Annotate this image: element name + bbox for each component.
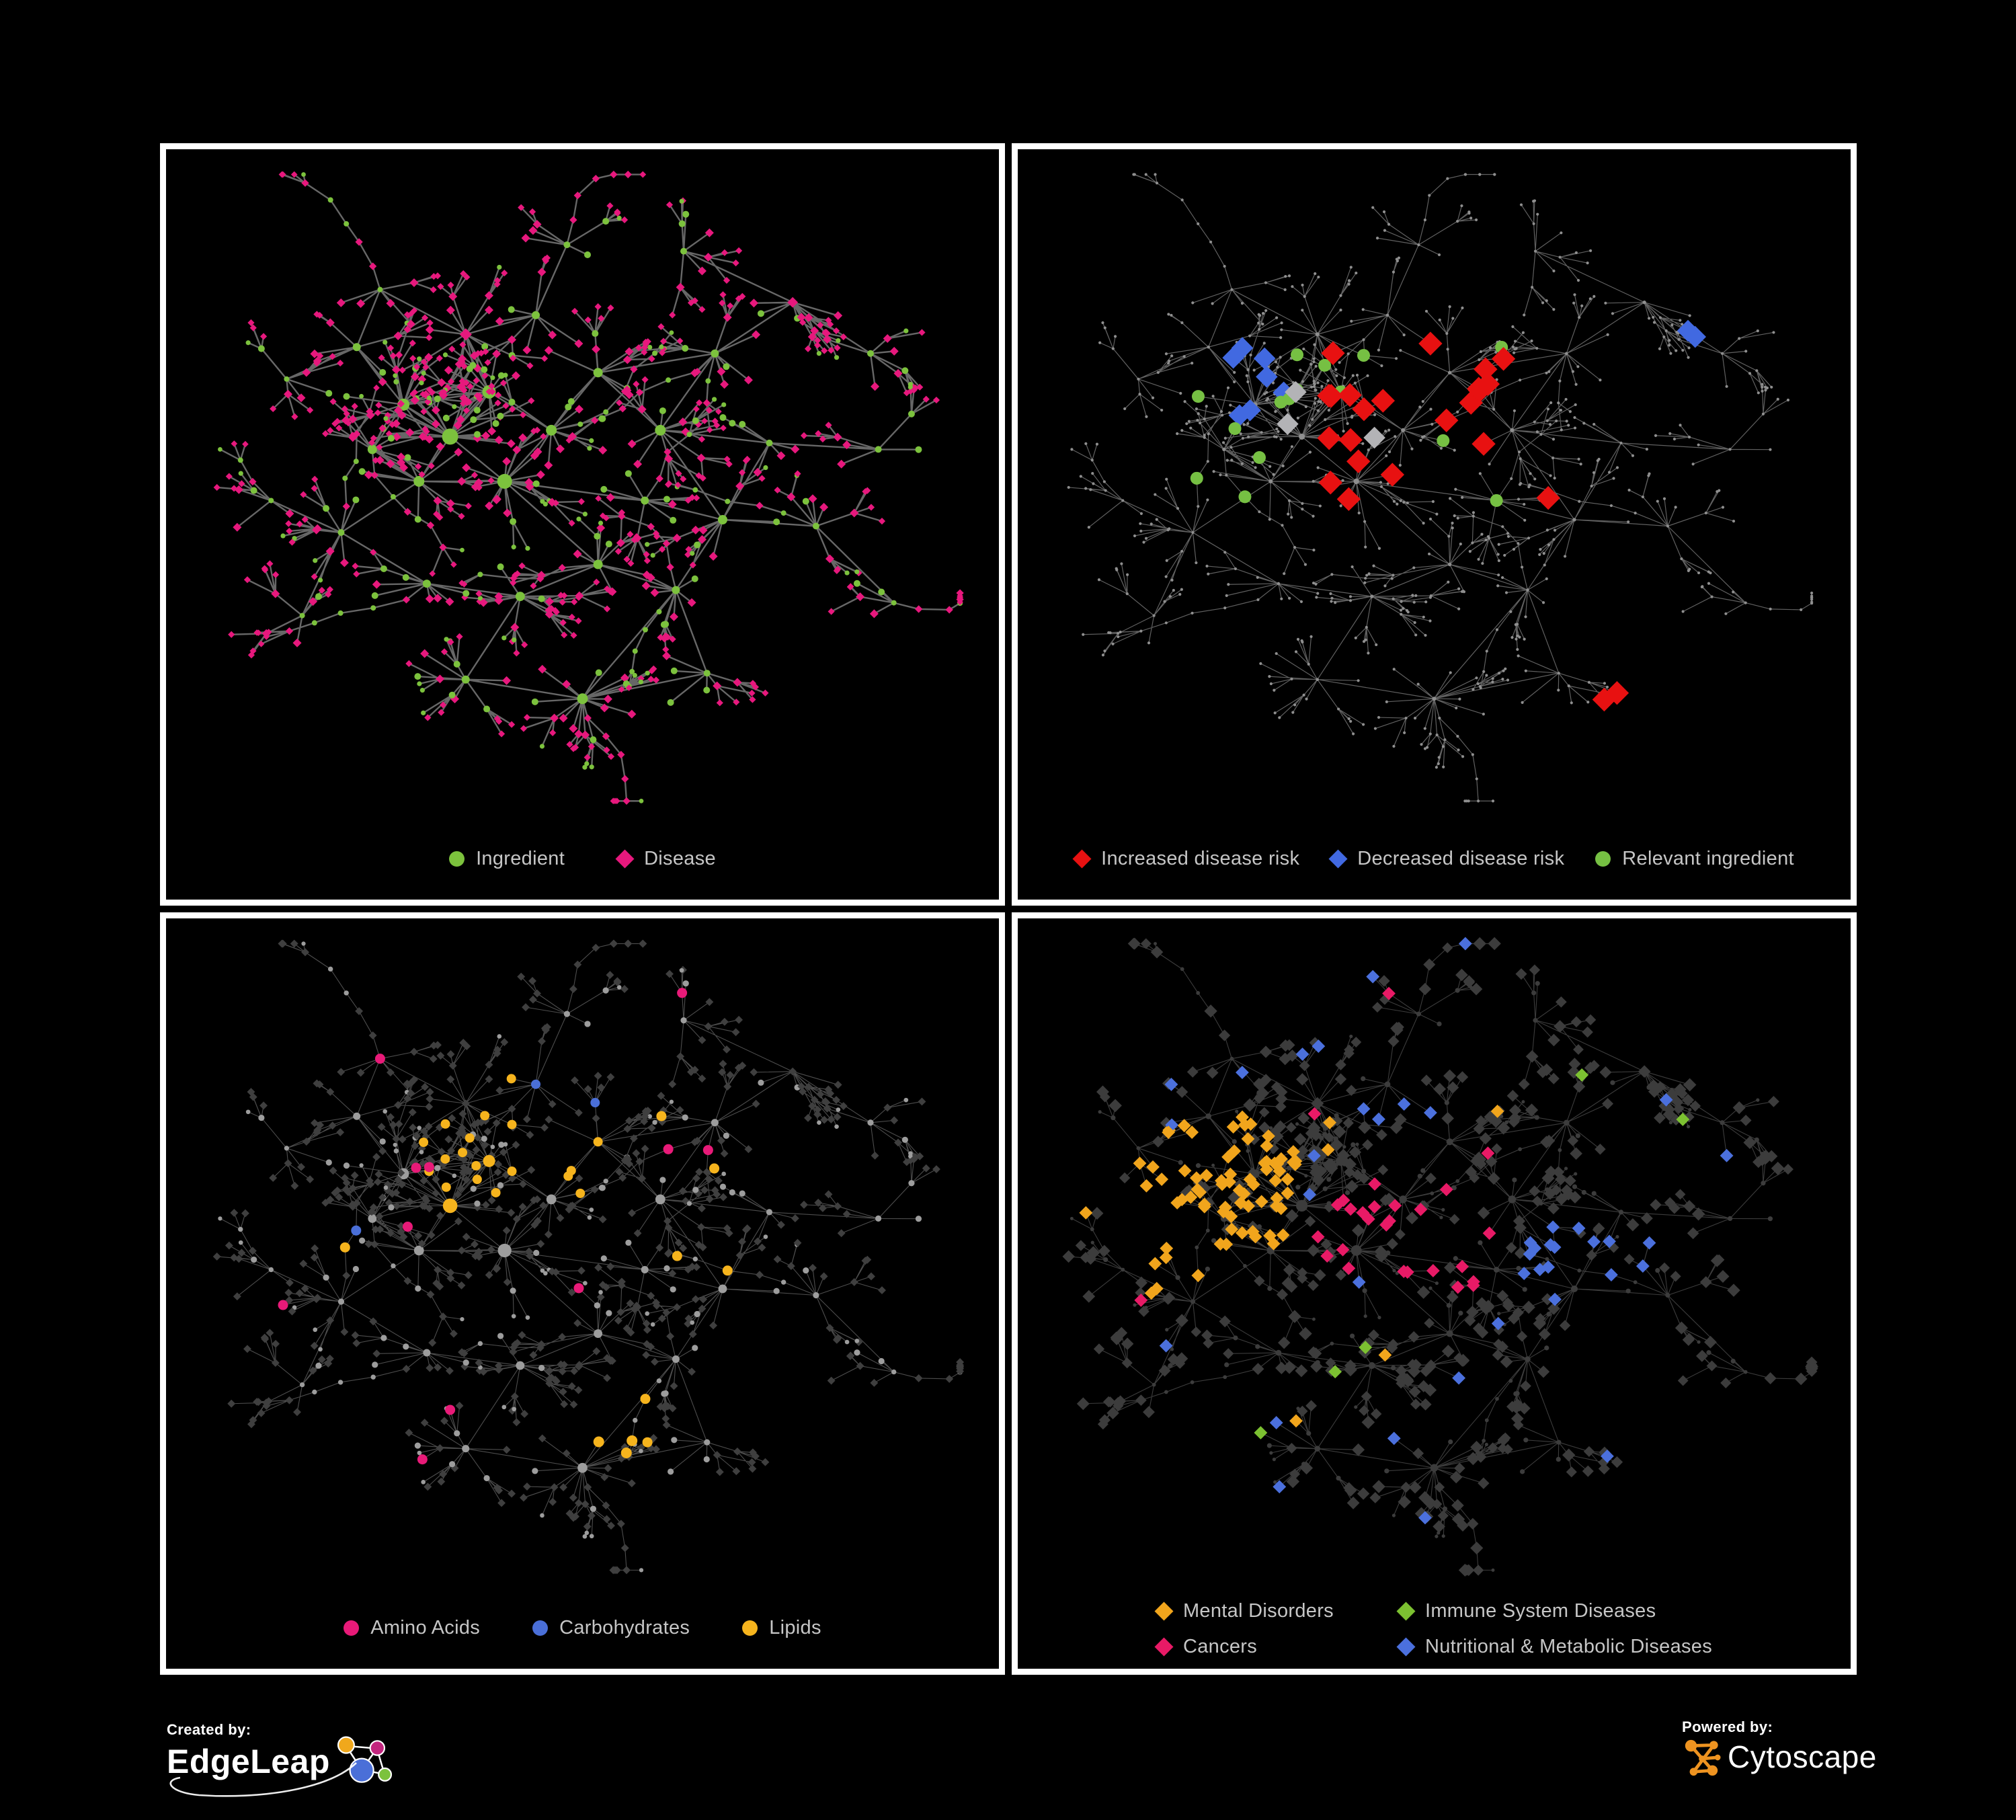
edgeleap-credit: Created by: EdgeLeap <box>167 1721 395 1797</box>
panel-nutrient-groups: Amino Acids Carbohydrates Lipids <box>160 912 1005 1675</box>
legend-label: Increased disease risk <box>1101 848 1300 869</box>
legend-ingredient-disease: Ingredient Disease <box>166 848 999 870</box>
created-by-label: Created by: <box>167 1721 251 1738</box>
network-disease-risk <box>1067 173 1814 803</box>
legend-item-disease-risk-0: Increased disease risk <box>1072 848 1300 870</box>
legend-marker-circle <box>532 1620 549 1636</box>
edges-layer <box>1068 173 1812 801</box>
panel-disease-risk: Increased disease risk Decreased disease … <box>1012 143 1857 906</box>
legend-disease-categories: Mental Disorders Immune System Diseases Ca… <box>1018 1600 1851 1658</box>
legend-marker-diamond <box>1072 849 1092 869</box>
legend-marker-circle <box>344 1620 360 1636</box>
nodes-layer <box>212 939 965 1575</box>
powered-by-label: Powered by: <box>1682 1718 1773 1735</box>
legend-disease-risk: Increased disease risk Decreased disease … <box>1018 848 1851 870</box>
panel-disease-categories: Mental Disorders Immune System Diseases Ca… <box>1012 912 1857 1675</box>
legend-marker-circle <box>742 1620 758 1636</box>
panel-ingredient-disease: Ingredient Disease <box>160 143 1005 906</box>
legend-label: Amino Acids <box>370 1617 481 1638</box>
legend-marker-diamond <box>1396 1601 1416 1621</box>
nodes-layer <box>1067 173 1814 803</box>
legend-marker-diamond <box>1328 849 1348 869</box>
legend-item-nutrient-groups-1: Carbohydrates <box>532 1617 690 1639</box>
cytoscape-logo-icon <box>1685 1739 1721 1776</box>
legend-marker-diamond <box>1396 1637 1416 1657</box>
legend-label: Disease <box>644 848 716 869</box>
edges-layer <box>1068 943 1812 1571</box>
legend-label: Decreased disease risk <box>1357 848 1565 869</box>
legend-label: Lipids <box>769 1617 821 1638</box>
edgeleap-logo-icon <box>337 1736 393 1783</box>
figure-grid: Ingredient Disease Increased disease risk… <box>160 143 1857 1675</box>
legend-item-disease-categories-2: Cancers <box>1154 1636 1334 1658</box>
edges-layer <box>216 173 961 802</box>
legend-item-disease-categories-3: Nutritional & Metabolic Diseases <box>1396 1636 1713 1658</box>
legend-item-nutrient-groups-0: Amino Acids <box>344 1617 480 1639</box>
legend-label: Ingredient <box>476 848 565 869</box>
legend-item-ingredient-disease-1: Disease <box>615 848 716 870</box>
legend-marker-circle <box>1595 851 1611 867</box>
legend-item-ingredient-disease-0: Ingredient <box>449 848 565 870</box>
legend-item-disease-risk-1: Decreased disease risk <box>1328 848 1565 870</box>
edges-layer <box>216 943 961 1571</box>
legend-item-disease-categories-0: Mental Disorders <box>1154 1600 1334 1622</box>
legend-label: Relevant ingredient <box>1622 848 1794 869</box>
legend-marker-diamond <box>1154 1637 1174 1657</box>
edgeleap-wordmark: EdgeLeap <box>167 1743 330 1780</box>
legend-label: Carbohydrates <box>559 1617 690 1638</box>
cytoscape-wordmark: Cytoscape <box>1728 1739 1877 1774</box>
legend-item-disease-risk-2: Relevant ingredient <box>1595 848 1794 870</box>
legend-nutrient-groups: Amino Acids Carbohydrates Lipids <box>166 1617 999 1639</box>
legend-label: Cancers <box>1182 1636 1258 1657</box>
legend-label: Nutritional & Metabolic Diseases <box>1424 1636 1713 1657</box>
nodes-layer <box>1062 937 1818 1577</box>
legend-marker-diamond <box>615 849 635 869</box>
cytoscape-credit: Powered by: Cytoscape <box>1682 1718 1877 1776</box>
network-disease-categories <box>1062 937 1818 1577</box>
network-ingredient-disease <box>213 170 964 805</box>
legend-label: Mental Disorders <box>1182 1600 1334 1622</box>
legend-label: Immune System Diseases <box>1424 1600 1656 1622</box>
nodes-layer <box>213 170 964 805</box>
legend-marker-diamond <box>1154 1601 1174 1621</box>
legend-marker-circle <box>449 851 465 867</box>
legend-item-disease-categories-1: Immune System Diseases <box>1396 1600 1712 1622</box>
network-nutrient-groups <box>212 939 965 1575</box>
legend-item-nutrient-groups-2: Lipids <box>742 1617 821 1639</box>
